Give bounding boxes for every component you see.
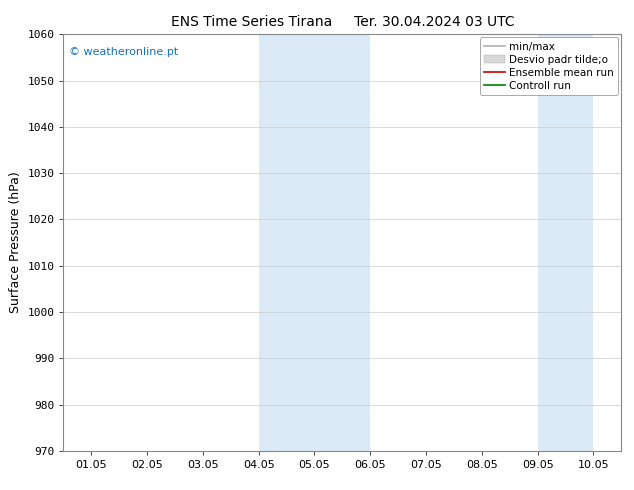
Legend: min/max, Desvio padr tilde;o, Ensemble mean run, Controll run: min/max, Desvio padr tilde;o, Ensemble m…	[480, 37, 618, 95]
Text: © weatheronline.pt: © weatheronline.pt	[69, 47, 178, 57]
Bar	[538, 34, 593, 451]
Y-axis label: Surface Pressure (hPa): Surface Pressure (hPa)	[9, 172, 22, 314]
Bar	[259, 34, 370, 451]
Title: ENS Time Series Tirana     Ter. 30.04.2024 03 UTC: ENS Time Series Tirana Ter. 30.04.2024 0…	[171, 15, 514, 29]
